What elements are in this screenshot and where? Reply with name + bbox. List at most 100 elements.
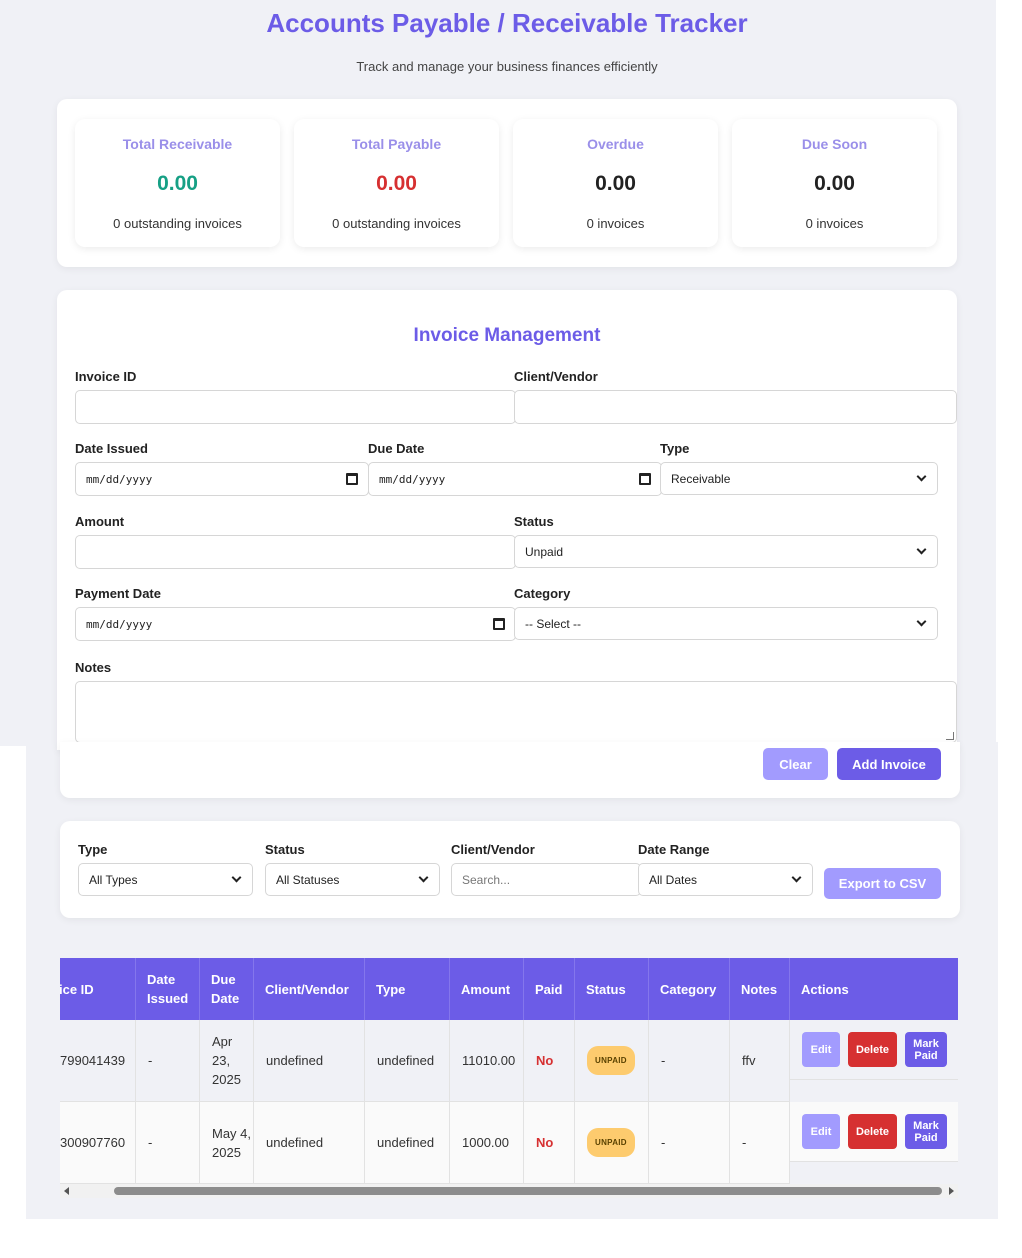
select-value: -- Select --: [525, 616, 582, 631]
invoice-id-label: Invoice ID: [75, 369, 137, 384]
cell-invoice-id: 799041439: [60, 1020, 136, 1102]
mark-paid-button[interactable]: Mark Paid: [905, 1114, 947, 1149]
column-header: Due Date: [200, 958, 254, 1020]
column-header: Date Issued: [136, 958, 200, 1020]
cell-category: -: [649, 1102, 730, 1184]
chevron-down-icon: [916, 544, 927, 555]
summary-panel: Total Receivable 0.00 0 outstanding invo…: [57, 99, 957, 267]
cell-amount: 1000.00: [450, 1102, 524, 1184]
paid-value: No: [536, 1053, 554, 1068]
date-placeholder: mm/dd/yyyy: [379, 472, 446, 486]
filter-date-select[interactable]: All Dates: [638, 863, 813, 896]
stat-label: Total Receivable: [122, 136, 233, 152]
stat-subtext: 0 invoices: [805, 216, 864, 231]
horizontal-scrollbar[interactable]: [60, 1184, 958, 1198]
cell-paid: No: [524, 1102, 575, 1184]
scroll-left-icon[interactable]: [64, 1187, 69, 1195]
chevron-down-icon: [231, 872, 242, 883]
invoice-table: ice ID Date Issued Due Date Client/Vendo…: [60, 958, 958, 1198]
chevron-down-icon: [916, 471, 927, 482]
cell-client: undefined: [254, 1102, 365, 1184]
client-vendor-input[interactable]: [514, 390, 957, 424]
scroll-thumb[interactable]: [114, 1187, 942, 1195]
stat-value: 0.00: [814, 172, 855, 195]
edit-button[interactable]: Edit: [802, 1032, 840, 1067]
cell-status: UNPAID: [575, 1102, 649, 1184]
cell-due-date: May 4, 2025: [200, 1102, 254, 1184]
cell-type: undefined: [365, 1020, 450, 1102]
payment-date-label: Payment Date: [75, 586, 161, 601]
select-value: All Types: [89, 872, 138, 887]
export-csv-button[interactable]: Export to CSV: [824, 868, 941, 899]
calendar-icon[interactable]: [639, 473, 651, 485]
page-subtitle: Track and manage your business finances …: [356, 59, 658, 74]
cell-status: UNPAID: [575, 1020, 649, 1102]
status-badge: UNPAID: [587, 1046, 635, 1075]
category-select[interactable]: -- Select --: [514, 607, 938, 640]
amount-label: Amount: [75, 514, 125, 529]
due-date-label: Due Date: [368, 441, 425, 456]
date-placeholder: mm/dd/yyyy: [86, 617, 153, 631]
cell-notes: ffv: [730, 1020, 790, 1102]
chevron-down-icon: [791, 872, 802, 883]
status-label: Status: [514, 514, 554, 529]
page-title: Accounts Payable / Receivable Tracker: [266, 8, 748, 38]
cell-type: undefined: [365, 1102, 450, 1184]
stat-overdue: Overdue 0.00 0 invoices: [513, 119, 718, 247]
clear-button[interactable]: Clear: [763, 748, 828, 780]
column-header: Actions: [790, 958, 958, 1020]
search-placeholder: Search...: [462, 872, 511, 887]
section-title: Invoice Management: [413, 325, 601, 346]
notes-textarea[interactable]: [75, 681, 957, 743]
add-invoice-button[interactable]: Add Invoice: [837, 748, 941, 780]
stat-subtext: 0 outstanding invoices: [332, 216, 461, 231]
mark-paid-button[interactable]: Mark Paid: [905, 1032, 947, 1067]
stat-value: 0.00: [157, 172, 198, 195]
cell-amount: 11010.00: [450, 1020, 524, 1102]
select-value: Unpaid: [525, 544, 564, 559]
stat-due-soon: Due Soon 0.00 0 invoices: [732, 119, 937, 247]
select-value: All Dates: [649, 872, 698, 887]
column-header: Client/Vendor: [254, 958, 365, 1020]
scroll-right-icon[interactable]: [949, 1187, 954, 1195]
stat-subtext: 0 invoices: [586, 216, 645, 231]
cell-date-issued: -: [136, 1102, 200, 1184]
date-issued-input[interactable]: mm/dd/yyyy: [75, 462, 369, 496]
stat-label: Total Payable: [351, 136, 442, 152]
form-actions-bar: Clear Add Invoice: [60, 742, 960, 798]
notes-label: Notes: [75, 660, 112, 675]
stat-total-payable: Total Payable 0.00 0 outstanding invoice…: [294, 119, 499, 247]
cell-due-date: Apr 23, 2025: [200, 1020, 254, 1102]
cell-actions: Edit Delete Mark Paid: [790, 1102, 958, 1162]
due-date-input[interactable]: mm/dd/yyyy: [368, 462, 662, 496]
status-select[interactable]: Unpaid: [514, 535, 938, 568]
delete-button[interactable]: Delete: [848, 1032, 897, 1067]
invoice-form-panel: Invoice Management Invoice ID Client/Ven…: [57, 290, 957, 750]
filter-status-select[interactable]: All Statuses: [265, 863, 440, 896]
amount-input[interactable]: [75, 535, 516, 569]
stat-label: Overdue: [587, 136, 644, 152]
column-header: Notes: [730, 958, 790, 1020]
edit-button[interactable]: Edit: [802, 1114, 840, 1149]
filter-client-search-input[interactable]: Search...: [451, 863, 641, 896]
invoice-id-input[interactable]: [75, 390, 516, 424]
category-label: Category: [514, 586, 571, 601]
calendar-icon[interactable]: [493, 618, 505, 630]
type-label: Type: [660, 441, 690, 456]
payment-date-input[interactable]: mm/dd/yyyy: [75, 607, 516, 641]
type-select[interactable]: Receivable: [660, 462, 938, 495]
filter-date-label: Date Range: [638, 842, 710, 857]
column-header: Type: [365, 958, 450, 1020]
stat-total-receivable: Total Receivable 0.00 0 outstanding invo…: [75, 119, 280, 247]
column-header: Paid: [524, 958, 575, 1020]
column-header: Status: [575, 958, 649, 1020]
resize-grip-icon[interactable]: [946, 732, 954, 740]
date-placeholder: mm/dd/yyyy: [86, 472, 153, 486]
select-value: Receivable: [671, 471, 731, 486]
calendar-icon[interactable]: [346, 473, 358, 485]
delete-button[interactable]: Delete: [848, 1114, 897, 1149]
cell-notes: -: [730, 1102, 790, 1184]
paid-value: No: [536, 1135, 554, 1150]
client-vendor-label: Client/Vendor: [514, 369, 598, 384]
filter-type-select[interactable]: All Types: [78, 863, 253, 896]
